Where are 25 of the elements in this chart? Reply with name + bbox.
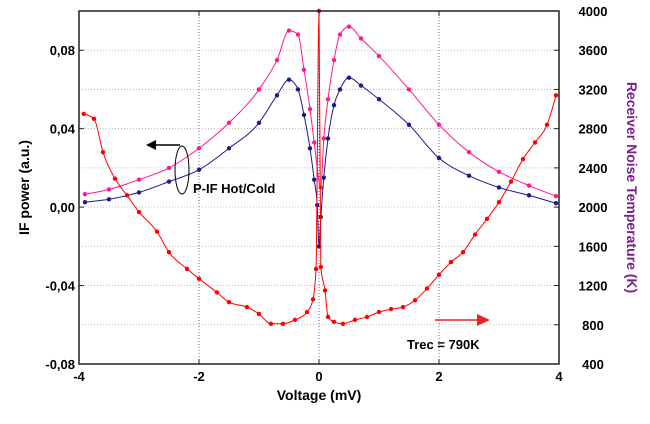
y-tick-label: -0,08	[45, 357, 75, 372]
y2-tick-label: 2400	[578, 160, 608, 176]
x-tick-label: 0	[315, 369, 323, 384]
y2-tick-label: 1200	[578, 278, 608, 294]
y2-tick-label: 400	[582, 357, 604, 372]
y2-tick-label: 1600	[578, 239, 608, 254]
y-tick-label: 0,00	[50, 200, 75, 216]
y2-tick-label: 3600	[578, 43, 608, 58]
annotation: Trec = 790K	[407, 337, 480, 352]
y2-tick-label: 4000	[578, 4, 608, 19]
y2-tick-label: 3200	[578, 82, 608, 98]
x-tick-label: 4	[555, 369, 564, 384]
y2-tick-label: 2800	[578, 122, 608, 137]
y-axis-title: IF power (a.u.)	[16, 140, 32, 235]
y2-tick-label: 2000	[578, 200, 608, 216]
x-tick-label: -2	[193, 369, 205, 384]
x-tick-label: 2	[435, 369, 443, 384]
y-tick-label: 0,04	[50, 122, 76, 137]
annotation: P-IF Hot/Cold	[193, 181, 276, 196]
y2-axis-title: Receiver Noise Temperature (K)	[624, 82, 640, 294]
y-tick-label: 0,08	[50, 43, 75, 58]
x-tick-label: -4	[73, 369, 86, 384]
y-tick-label: -0,04	[45, 278, 76, 294]
x-axis-title: Voltage (mV)	[276, 387, 362, 403]
y2-tick-label: 800	[582, 318, 604, 333]
